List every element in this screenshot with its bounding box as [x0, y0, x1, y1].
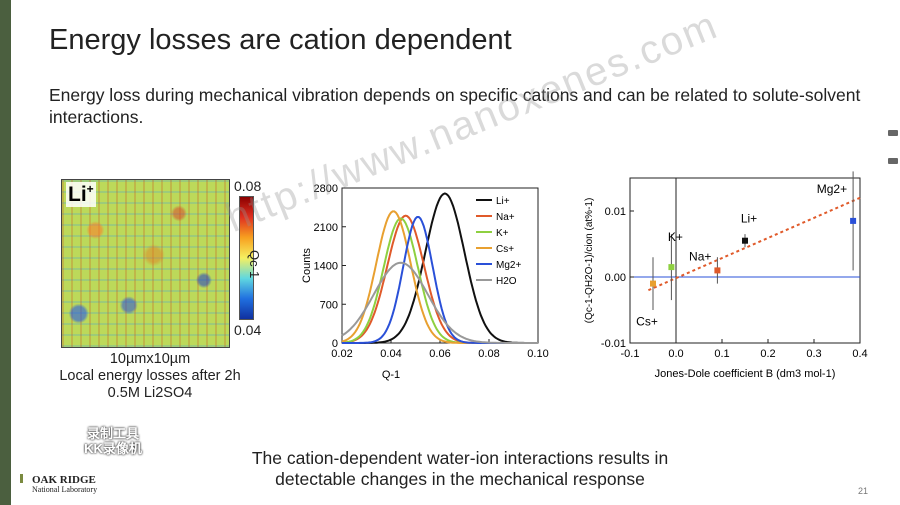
right-tab-marker — [888, 130, 898, 136]
logo-mark-icon — [20, 474, 30, 483]
legend-label: H2O — [496, 276, 517, 287]
legend-label: K+ — [496, 228, 509, 239]
x-tick-label: 0.06 — [429, 348, 450, 360]
y-tick-label: 0.01 — [605, 206, 626, 218]
colorbar-axis-label: Qc-1 — [247, 250, 262, 279]
slide-left-accent-bar — [0, 0, 11, 505]
colorbar-min-label: 0.04 — [234, 322, 262, 338]
trend-line — [647, 196, 861, 292]
y-tick-label: -0.01 — [601, 338, 626, 350]
data-point — [668, 264, 675, 271]
map-caption: 10µmx10µm Local energy losses after 2h 0… — [20, 351, 280, 402]
y-tick-label: 2800 — [314, 183, 338, 195]
right-tab-marker — [888, 158, 898, 164]
plot-frame — [629, 177, 861, 344]
oak-ridge-logo: Oak Ridge National Laboratory — [20, 474, 97, 495]
y-tick-label: 0 — [332, 338, 338, 350]
bottom-message-line2: detectable changes in the mechanical res… — [275, 469, 645, 489]
y-tick-label: 700 — [320, 299, 338, 311]
x-tick-label: 0.3 — [806, 348, 821, 360]
x-tick-label: 0.10 — [527, 348, 548, 360]
x-tick-label: -0.1 — [621, 348, 640, 360]
map-caption-line1: 10µmx10µm — [109, 351, 191, 367]
counts-histogram-chart: 0 700 1400 2100 2800 0.02 0.04 0.06 0.08 0.10 Coun… — [301, 183, 549, 381]
data-point — [850, 217, 857, 224]
data-point — [650, 280, 656, 287]
bottom-message: The cation-dependent water-ion interacti… — [180, 448, 740, 490]
x-tick-label: 0.4 — [852, 348, 867, 360]
page-number: 21 — [858, 486, 869, 496]
point-label: Cs+ — [636, 315, 658, 329]
bottom-message-line1: The cation-dependent water-ion interacti… — [251, 448, 669, 468]
x-tick-label: 0.1 — [714, 348, 729, 360]
data-point — [714, 267, 721, 274]
x-tick-label: 0.02 — [331, 348, 352, 360]
point-label: Mg2+ — [817, 182, 847, 196]
logo-subtitle: National Laboratory — [32, 485, 98, 494]
x-tick-label: 0.08 — [478, 348, 499, 360]
colorbar — [239, 196, 254, 320]
legend-label: Mg2+ — [496, 260, 521, 271]
y-tick-label: 2100 — [314, 222, 338, 234]
x-tick-label: 0.0 — [668, 348, 683, 360]
energy-loss-map-image — [61, 179, 230, 348]
legend-label: Li+ — [496, 196, 510, 207]
y-tick-label: 1400 — [314, 261, 338, 273]
right-edge-tabs — [888, 130, 900, 186]
point-label: Na+ — [689, 249, 711, 263]
series-line-Li — [342, 192, 538, 344]
x-tick-label: 0.2 — [760, 348, 775, 360]
jones-dole-scatter-chart: -0.01 0.00 0.01 -0.1 0.0 0.1 0.2 0.3 0.4 (Qc-1-QH… — [584, 171, 868, 380]
series-line-H2O — [341, 261, 538, 344]
y-axis-label: (Qc-1-QH2O-1)/cion (at%-1) — [584, 198, 595, 324]
point-label: K+ — [668, 230, 683, 244]
y-tick-label: 0.00 — [605, 272, 626, 284]
recorder-badge: 录制工具 KK录像机 — [78, 426, 148, 456]
legend-label: Na+ — [496, 212, 515, 223]
legend-label: Cs+ — [496, 244, 514, 255]
map-caption-line2: Local energy losses after 2h — [59, 368, 241, 384]
recorder-badge-line1: 录制工具 — [86, 426, 139, 441]
slide-title: Energy losses are cation dependent — [49, 24, 512, 56]
x-axis-label: Jones-Dole coefficient B (dm3 mol-1) — [655, 368, 836, 380]
map-ion-label: Li+ — [66, 182, 96, 207]
data-point — [742, 237, 748, 244]
map-caption-line3: 0.5M Li2SO4 — [107, 385, 193, 401]
x-axis-label: Q-1 — [382, 369, 400, 381]
x-tick-label: 0.04 — [380, 348, 401, 360]
colorbar-max-label: 0.08 — [234, 178, 262, 194]
logo-name: Oak Ridge — [32, 474, 96, 486]
y-axis-label: Counts — [301, 248, 313, 283]
point-label: Li+ — [741, 212, 757, 226]
recorder-badge-line2: KK录像机 — [84, 441, 142, 456]
slide-subtitle: Energy loss during mechanical vibration … — [49, 85, 861, 127]
